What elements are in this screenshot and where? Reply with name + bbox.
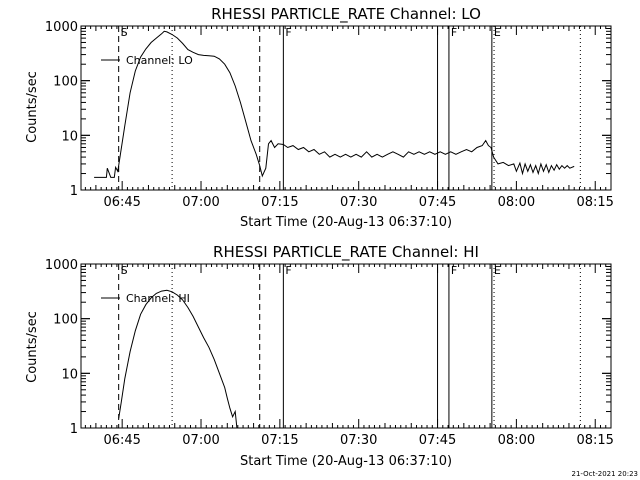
hi-channel-panel: RHESSI PARTICLE_RATE Channel: HI Counts/… bbox=[25, 243, 614, 469]
lo-x-tick-label: 07:15 bbox=[261, 195, 298, 210]
lo-marker-label: S bbox=[121, 26, 128, 39]
hi-chart-title: RHESSI PARTICLE_RATE Channel: HI bbox=[213, 243, 479, 262]
lo-x-axis-label: Start Time (20-Aug-13 06:37:10) bbox=[240, 215, 452, 230]
hi-x-tick-label: 07:45 bbox=[419, 433, 456, 448]
lo-x-tick-label: 07:00 bbox=[182, 195, 219, 210]
lo-y-axis-label: Counts/sec bbox=[25, 71, 40, 143]
lo-legend-label: Channel: LO bbox=[126, 54, 193, 67]
lo-x-tick-label: 07:30 bbox=[340, 195, 377, 210]
hi-y-tick-label: 100 bbox=[53, 313, 78, 328]
lo-y-tick-label: 100 bbox=[53, 75, 78, 90]
hi-x-tick-label: 08:00 bbox=[498, 433, 535, 448]
lo-x-tick-label: 07:45 bbox=[419, 195, 456, 210]
hi-marker-label: S bbox=[121, 264, 128, 277]
hi-x-axis-label: Start Time (20-Aug-13 06:37:10) bbox=[240, 454, 452, 469]
lo-marker-label: E bbox=[494, 26, 501, 39]
hi-y-tick-label: 1 bbox=[70, 422, 78, 437]
hi-x-tick-label: 06:45 bbox=[103, 433, 140, 448]
lo-channel-panel: RHESSI PARTICLE_RATE Channel: LO Counts/… bbox=[25, 5, 614, 230]
hi-x-tick-label: 07:30 bbox=[340, 433, 377, 448]
hi-marker-label: E bbox=[494, 264, 501, 277]
lo-x-tick-label: 06:45 bbox=[103, 195, 140, 210]
lo-y-tick-label: 1000 bbox=[45, 20, 78, 35]
hi-x-tick-label: 07:00 bbox=[182, 433, 219, 448]
lo-marker-label: F bbox=[285, 26, 291, 39]
lo-marker-label: F bbox=[451, 26, 457, 39]
footer-timestamp: 21-Oct-2021 20:23 bbox=[572, 470, 638, 478]
hi-plot-frame bbox=[80, 263, 612, 429]
lo-axis-ticks: 06:45 07:00 07:15 07:30 07:45 08:00 08:15 1 10 10… bbox=[45, 20, 614, 210]
hi-x-tick-label: 07:15 bbox=[261, 433, 298, 448]
hi-series-line bbox=[118, 289, 238, 429]
lo-plot-area bbox=[80, 25, 612, 191]
lo-x-tick-label: 08:00 bbox=[498, 195, 535, 210]
lo-y-tick-label: 10 bbox=[61, 129, 78, 144]
hi-plot-area bbox=[80, 263, 612, 429]
lo-plot-frame bbox=[80, 25, 612, 191]
lo-series-line bbox=[94, 30, 575, 178]
hi-y-tick-label: 10 bbox=[61, 367, 78, 382]
hi-y-tick-label: 1000 bbox=[45, 258, 78, 273]
lo-y-tick-label: 1 bbox=[70, 184, 78, 199]
lo-x-tick-label: 08:15 bbox=[576, 195, 613, 210]
lo-chart-title: RHESSI PARTICLE_RATE Channel: LO bbox=[211, 5, 481, 24]
hi-y-axis-label: Counts/sec bbox=[25, 311, 40, 383]
hi-marker-label: F bbox=[451, 264, 457, 277]
hi-marker-label: F bbox=[285, 264, 291, 277]
hi-legend-label: Channel: HI bbox=[126, 292, 190, 305]
hi-x-tick-label: 08:15 bbox=[576, 433, 613, 448]
